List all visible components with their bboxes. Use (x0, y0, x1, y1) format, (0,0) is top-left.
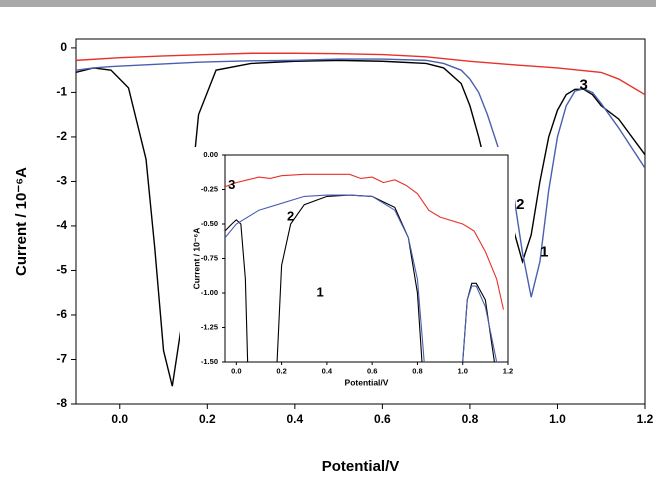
x-tick-label: 0.4 (287, 412, 304, 426)
curve-label: 1 (540, 244, 548, 261)
series-line (76, 59, 645, 387)
x-axis-title: Potential/V (322, 458, 400, 475)
plot: 0.0 0.2 0.4 0.6 0.8 1.0 1.2 0.00 -0.25 -0.50 -0.75… (180, 147, 515, 390)
x-tick-label: 0.6 (367, 367, 377, 376)
series-line (76, 58, 645, 298)
curve-label: 3 (580, 77, 588, 94)
y-axis-title: Current / 10⁻⁶A (191, 228, 201, 290)
y-tick-label: -1.25 (201, 322, 218, 331)
y-tick-label: -5 (56, 263, 67, 277)
x-tick-label: 0.2 (199, 412, 216, 426)
x-tick-label: 1.2 (637, 412, 654, 426)
y-tick-label: -0.50 (201, 219, 218, 228)
plot: 0.0 0.2 0.4 0.6 0.8 1.0 1.2 0 -1 -2 -3 -4 -5 -6 -7 -8 Po… (13, 38, 654, 475)
y-tick-label: -3 (56, 174, 67, 188)
y-tick-label: -0.25 (201, 184, 218, 193)
y-tick-label: -7 (56, 352, 67, 366)
curve-label: 1 (316, 284, 323, 299)
x-tick-label: 0.8 (462, 412, 479, 426)
x-tick-label: 0.0 (111, 412, 128, 426)
x-tick-label: 0.2 (276, 367, 286, 376)
x-tick-label: 0.4 (322, 367, 333, 376)
curve-label: 3 (228, 177, 235, 192)
series-line (225, 173, 505, 310)
curve-label: 2 (287, 209, 294, 224)
x-tick-label: 1.0 (549, 412, 566, 426)
series-line (76, 52, 645, 96)
y-tick-label: 0.00 (203, 150, 218, 159)
x-tick-label: 0.0 (231, 367, 241, 376)
y-tick-label: -4 (56, 218, 67, 232)
inset-background (180, 147, 515, 390)
y-tick-label: -1 (56, 85, 67, 99)
series-line (225, 194, 498, 362)
y-axis-title: Current / 10⁻⁶A (13, 167, 30, 276)
y-tick-label: -1.50 (201, 357, 218, 366)
curve-label: 2 (516, 196, 524, 213)
y-tick-label: -2 (56, 129, 67, 143)
x-axis-title: Potential/V (345, 377, 389, 387)
x-tick-label: 1.2 (503, 367, 513, 376)
x-tick-label: 0.6 (374, 412, 391, 426)
y-tick-label: 0 (60, 40, 67, 54)
y-tick-label: -0.75 (201, 253, 218, 262)
plot-frame (75, 38, 646, 405)
y-tick-label: -1.00 (201, 288, 218, 297)
y-tick-label: -6 (56, 307, 67, 321)
x-tick-label: 1.0 (458, 367, 468, 376)
y-tick-label: -8 (56, 396, 67, 410)
x-tick-label: 0.8 (412, 367, 422, 376)
top-bar (0, 0, 656, 7)
